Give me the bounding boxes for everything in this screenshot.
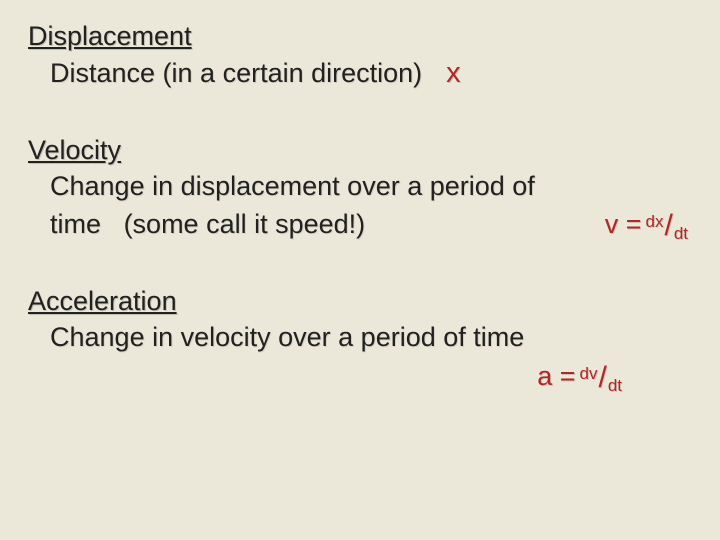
eq-acceleration-denominator: dt: [608, 376, 622, 395]
eq-acceleration-lhs: a =: [537, 361, 575, 391]
symbol-x: x: [440, 54, 461, 93]
body-velocity: Change in displacement over a period of …: [50, 168, 692, 245]
section-displacement: Displacement Distance (in a certain dire…: [28, 18, 692, 94]
eq-velocity-denominator: dt: [674, 224, 688, 243]
slide-container: Displacement Distance (in a certain dire…: [0, 0, 720, 540]
heading-acceleration: Acceleration: [28, 283, 692, 319]
section-velocity: Velocity Change in displacement over a p…: [28, 132, 692, 245]
body-acceleration: Change in velocity over a period of time…: [50, 319, 692, 396]
body-velocity-line2a: time: [50, 209, 101, 239]
body-velocity-line1: Change in displacement over a period of: [50, 168, 692, 204]
body-velocity-line2b: (some call it speed!): [124, 209, 366, 239]
eq-acceleration-slash: /: [597, 358, 607, 399]
eq-velocity-slash: /: [663, 206, 673, 247]
eq-velocity-lhs: v =: [605, 209, 642, 239]
eq-velocity-numerator: dx: [642, 212, 664, 231]
body-acceleration-text: Change in velocity over a period of time: [50, 319, 692, 355]
heading-velocity: Velocity: [28, 132, 692, 168]
body-velocity-line2: time (some call it speed!) v =dx/dt: [50, 204, 692, 245]
body-displacement-text: Distance (in a certain direction): [50, 55, 422, 91]
section-acceleration: Acceleration Change in velocity over a p…: [28, 283, 692, 396]
body-velocity-line2-left: time (some call it speed!): [50, 206, 365, 242]
eq-acceleration-numerator: dv: [576, 364, 598, 383]
equation-acceleration: a =dv/dt: [50, 356, 692, 397]
heading-displacement: Displacement: [28, 18, 692, 54]
equation-velocity: v =dx/dt: [605, 204, 688, 245]
body-displacement-row: Distance (in a certain direction) x: [50, 54, 692, 93]
